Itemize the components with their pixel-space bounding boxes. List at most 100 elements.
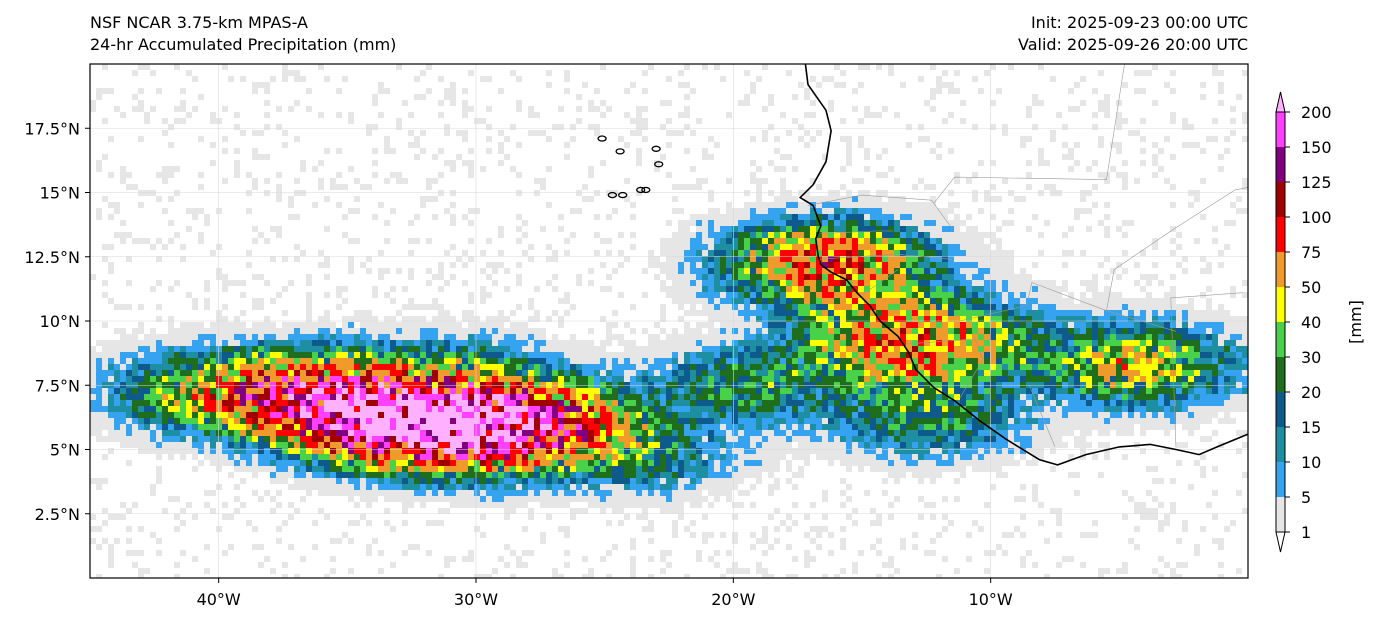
precip-cell xyxy=(540,454,546,460)
precip-cell xyxy=(630,502,636,508)
precip-cell xyxy=(630,232,636,238)
precip-cell xyxy=(294,436,300,442)
precip-cell xyxy=(192,76,198,82)
precip-cell xyxy=(576,358,582,364)
precip-cell xyxy=(744,376,750,382)
precip-cell xyxy=(288,340,294,346)
precip-cell xyxy=(114,424,120,430)
precip-cell xyxy=(720,334,726,340)
precip-cell xyxy=(120,238,126,244)
precip-cell xyxy=(426,400,432,406)
precip-cell xyxy=(288,442,294,448)
precip-cell xyxy=(690,412,696,418)
precip-cell xyxy=(408,406,414,412)
precip-cell xyxy=(174,442,180,448)
precip-cell xyxy=(678,484,684,490)
precip-cell xyxy=(792,436,798,442)
precip-cell xyxy=(342,430,348,436)
precip-cell xyxy=(732,310,738,316)
precip-cell xyxy=(462,112,468,118)
precip-cell xyxy=(726,454,732,460)
precip-cell xyxy=(810,262,816,268)
precip-cell xyxy=(330,358,336,364)
precip-cell xyxy=(270,418,276,424)
precip-cell xyxy=(720,214,726,220)
precip-cell xyxy=(618,418,624,424)
precip-cell xyxy=(300,160,306,166)
precip-cell xyxy=(420,436,426,442)
precip-cell xyxy=(306,454,312,460)
precip-cell xyxy=(510,430,516,436)
precip-cell xyxy=(714,232,720,238)
precip-cell xyxy=(684,574,690,578)
precip-cell xyxy=(726,244,732,250)
precip-cell xyxy=(774,262,780,268)
precip-cell xyxy=(210,418,216,424)
precip-cell xyxy=(132,364,138,370)
precip-cell xyxy=(426,352,432,358)
precip-cell xyxy=(282,286,288,292)
precip-cell xyxy=(210,442,216,448)
precip-cell xyxy=(774,256,780,262)
precip-cell xyxy=(108,298,114,304)
precip-cell xyxy=(804,310,810,316)
precip-cell xyxy=(324,322,330,328)
precip-cell xyxy=(330,466,336,472)
precip-cell xyxy=(684,94,690,100)
precip-cell xyxy=(312,352,318,358)
precip-cell xyxy=(726,364,732,370)
precip-cell xyxy=(726,268,732,274)
precip-cell xyxy=(180,400,186,406)
precip-cell xyxy=(624,406,630,412)
precip-cell xyxy=(624,196,630,202)
precip-cell xyxy=(216,328,222,334)
precip-cell xyxy=(636,154,642,160)
precip-cell xyxy=(576,364,582,370)
precip-cell xyxy=(690,400,696,406)
precip-cell xyxy=(240,394,246,400)
precip-cell xyxy=(420,478,426,484)
precip-cell xyxy=(690,298,696,304)
precip-cell xyxy=(420,496,426,502)
precip-cell xyxy=(822,364,828,370)
precip-cell xyxy=(744,214,750,220)
precip-cell xyxy=(354,178,360,184)
precip-cell xyxy=(702,340,708,346)
precip-cell xyxy=(594,124,600,130)
precip-cell xyxy=(570,448,576,454)
precip-cell xyxy=(576,376,582,382)
precip-cell xyxy=(198,184,204,190)
precip-cell xyxy=(708,478,714,484)
precip-cell xyxy=(522,484,528,490)
precip-cell xyxy=(348,268,354,274)
precip-cell xyxy=(306,364,312,370)
precip-cell xyxy=(294,358,300,364)
precip-cell xyxy=(756,316,762,322)
precip-cell xyxy=(126,526,132,532)
precip-cell xyxy=(288,280,294,286)
precip-cell xyxy=(690,496,696,502)
precip-cell xyxy=(642,406,648,412)
precip-cell xyxy=(660,316,666,322)
precip-cell xyxy=(264,82,270,88)
precip-cell xyxy=(234,508,240,514)
precip-cell xyxy=(168,406,174,412)
precip-cell xyxy=(258,352,264,358)
precip-cell xyxy=(102,508,108,514)
precip-cell xyxy=(702,478,708,484)
precip-cell xyxy=(546,400,552,406)
precip-cell xyxy=(504,514,510,520)
precip-cell xyxy=(282,394,288,400)
precip-cell xyxy=(726,550,732,556)
precip-cell xyxy=(642,370,648,376)
precip-cell xyxy=(810,376,816,382)
precip-cell xyxy=(456,430,462,436)
precip-cell xyxy=(642,346,648,352)
precip-cell xyxy=(666,442,672,448)
precip-cell xyxy=(678,268,684,274)
precip-cell xyxy=(570,304,576,310)
precip-cell xyxy=(126,340,132,346)
precip-cell xyxy=(558,430,564,436)
precip-cell xyxy=(222,340,228,346)
precip-cell xyxy=(804,400,810,406)
